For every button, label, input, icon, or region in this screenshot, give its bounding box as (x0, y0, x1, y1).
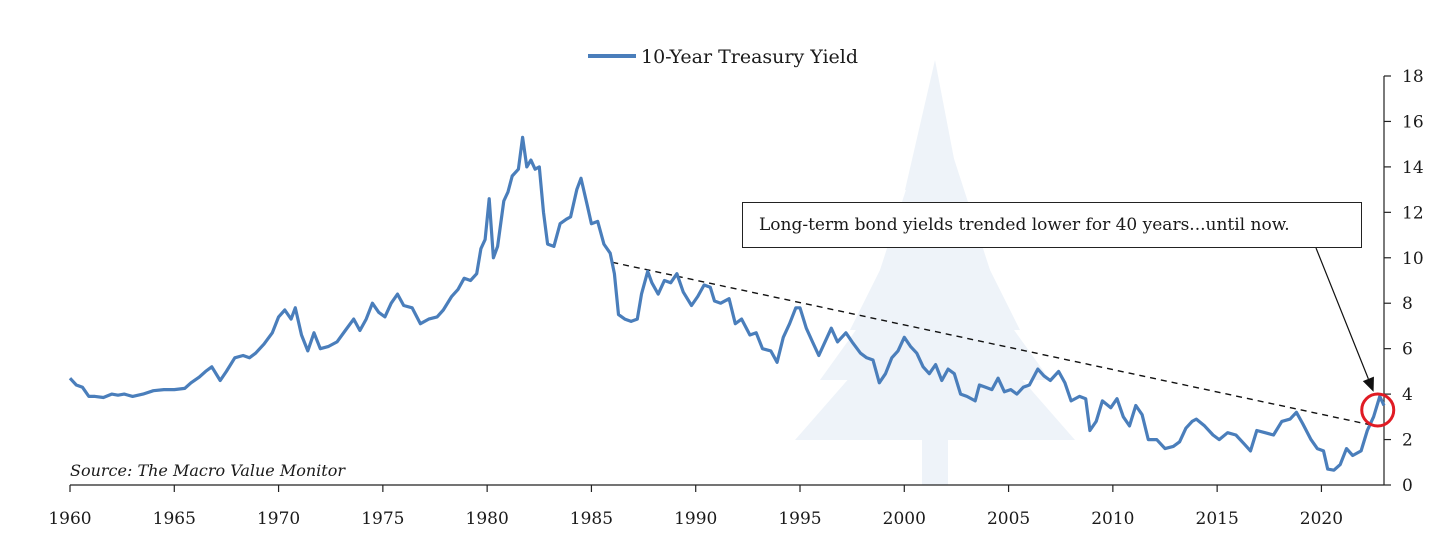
x-tick-label: 1965 (153, 509, 196, 529)
annotation-arrowhead (1362, 376, 1374, 392)
y-tick-label: 12 (1402, 203, 1424, 223)
x-tick-label: 1960 (48, 509, 91, 529)
annotation-callout: Long-term bond yields trended lower for … (742, 202, 1362, 248)
y-tick-label: 0 (1402, 476, 1413, 496)
highlight-circle (1360, 392, 1396, 428)
y-tick-label: 4 (1402, 385, 1413, 405)
y-tick-label: 8 (1402, 294, 1413, 314)
x-tick-label: 2005 (987, 509, 1030, 529)
x-tick-label: 2020 (1300, 509, 1343, 529)
trendline-dashed (612, 261, 1376, 427)
y-tick-label: 14 (1402, 158, 1424, 178)
x-tick-label: 1995 (778, 509, 821, 529)
x-tick-label: 2015 (1196, 509, 1239, 529)
y-tick-label: 2 (1402, 431, 1413, 451)
source-note: Source: The Macro Value Monitor (70, 461, 346, 480)
x-tick-label: 1975 (361, 509, 404, 529)
x-tick-label: 1990 (674, 509, 717, 529)
tree-watermark (795, 60, 1075, 485)
x-tick-label: 2010 (1091, 509, 1134, 529)
y-tick-label: 18 (1402, 67, 1424, 87)
legend-label: 10-Year Treasury Yield (641, 46, 858, 68)
annotation-text: Long-term bond yields trended lower for … (759, 215, 1290, 235)
y-tick-label: 6 (1402, 340, 1413, 360)
x-tick-label: 1980 (466, 509, 509, 529)
x-tick-label: 2000 (883, 509, 926, 529)
annotation-arrow (1315, 247, 1369, 380)
x-tick-label: 1970 (257, 509, 300, 529)
y-tick-label: 10 (1402, 249, 1424, 269)
series-line-10y-yield (68, 135, 1386, 472)
x-tick-label: 1985 (570, 509, 613, 529)
y-tick-label: 16 (1402, 112, 1424, 132)
